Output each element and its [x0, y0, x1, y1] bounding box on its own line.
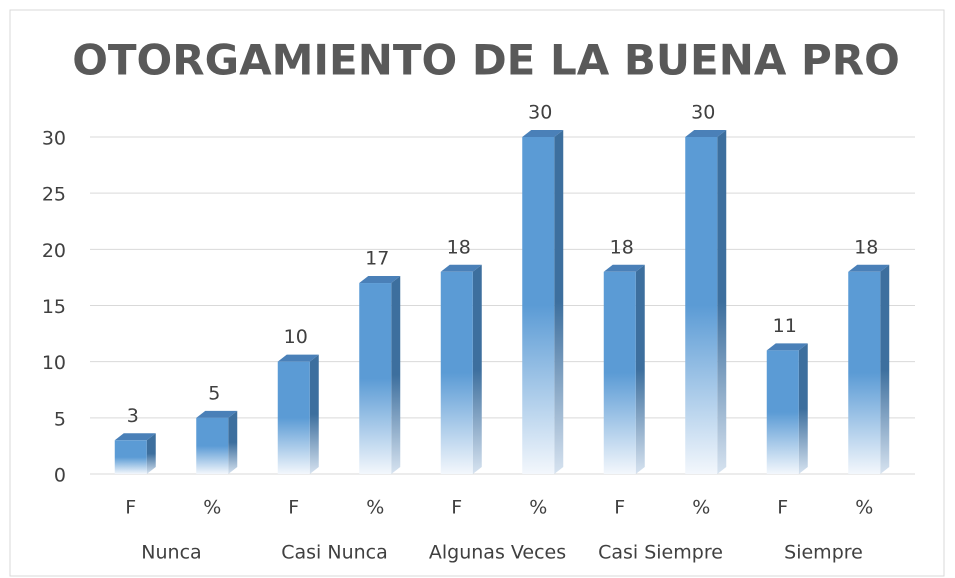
- x-tick-label: F: [777, 497, 788, 519]
- data-label: 5: [208, 382, 220, 404]
- data-label: 11: [773, 315, 797, 337]
- bar-top: [114, 433, 156, 441]
- y-tick-label: 15: [42, 296, 66, 318]
- bar-top: [440, 264, 482, 272]
- bar-top: [766, 343, 808, 351]
- bar-top: [359, 276, 401, 284]
- bar: [685, 137, 718, 474]
- bar-side: [309, 354, 319, 474]
- bar-top: [685, 130, 727, 137]
- bar-side: [717, 130, 727, 474]
- bar-top: [848, 264, 890, 272]
- x-tick-label: F: [614, 497, 625, 519]
- x-tick-label: %: [366, 497, 384, 519]
- bar: [114, 440, 147, 474]
- x-tick-label: F: [288, 497, 299, 519]
- bar-top: [196, 410, 238, 418]
- group-label: Algunas Veces: [429, 542, 566, 564]
- bar: [359, 283, 392, 474]
- y-tick-label: 10: [42, 352, 66, 374]
- bar-side: [472, 264, 482, 474]
- group-label: Nunca: [141, 542, 201, 564]
- data-label: 18: [610, 236, 634, 258]
- x-tick-label: %: [529, 497, 547, 519]
- x-tick-label: %: [692, 497, 710, 519]
- bar-side: [391, 276, 401, 474]
- data-label: 3: [127, 405, 139, 427]
- data-label: 30: [691, 102, 715, 124]
- bar-side: [798, 343, 808, 474]
- x-tick-label: F: [451, 497, 462, 519]
- group-label: Siempre: [784, 542, 863, 564]
- bar-side: [554, 130, 564, 474]
- bar: [277, 361, 310, 474]
- bar-top: [522, 130, 564, 137]
- data-label: 18: [447, 236, 471, 258]
- group-label: Casi Nunca: [281, 542, 388, 564]
- data-label: 10: [284, 326, 308, 348]
- y-tick-label: 0: [54, 465, 66, 487]
- x-tick-label: F: [125, 497, 136, 519]
- bar: [848, 271, 881, 474]
- bar-side: [228, 410, 238, 474]
- bar-top: [603, 264, 645, 272]
- bar: [766, 350, 799, 474]
- bar: [440, 271, 473, 474]
- data-label: 30: [528, 102, 552, 124]
- y-tick-label: 30: [42, 128, 66, 150]
- y-tick-label: 5: [54, 408, 66, 430]
- bar-side: [880, 264, 890, 474]
- group-label: Casi Siempre: [598, 542, 723, 564]
- data-label: 17: [365, 248, 389, 270]
- y-tick-label: 20: [42, 240, 66, 262]
- bar-side: [635, 264, 645, 474]
- bar-side: [146, 433, 156, 474]
- bar: [603, 271, 636, 474]
- bar: [522, 137, 555, 474]
- bar: [196, 417, 229, 474]
- chart-title: OTORGAMIENTO DE LA BUENA PRO: [72, 36, 900, 85]
- bar-top: [277, 354, 319, 362]
- x-tick-label: %: [203, 497, 221, 519]
- x-tick-label: %: [855, 497, 873, 519]
- y-tick-label: 25: [42, 184, 66, 206]
- data-label: 18: [854, 236, 878, 258]
